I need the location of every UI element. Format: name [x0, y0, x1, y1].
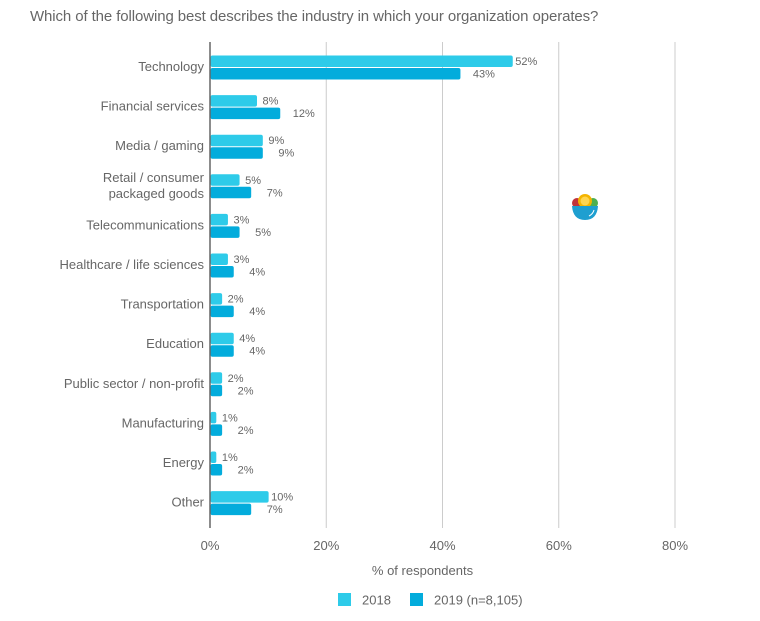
data-label: 2%	[228, 373, 244, 385]
x-tick-label: 60%	[546, 538, 572, 553]
data-label: 4%	[249, 267, 265, 279]
legend-label: 2018	[362, 593, 391, 608]
bar-2019	[210, 305, 234, 318]
data-label: 2%	[238, 385, 254, 397]
data-label: 9%	[268, 135, 284, 147]
bar-2018	[210, 95, 257, 107]
data-label: 4%	[249, 306, 265, 318]
bar-2019	[210, 384, 223, 397]
legend: 2018 2019 (n=8,105)	[338, 593, 523, 608]
bar-2019	[210, 226, 240, 238]
bar-2019	[210, 266, 234, 278]
legend-swatch	[338, 593, 351, 606]
bar-2019	[210, 345, 234, 357]
bar-2018	[210, 253, 228, 265]
bar-2018	[210, 332, 234, 345]
bar-2019	[210, 424, 223, 436]
category-label: Financial services	[101, 99, 205, 114]
category-label: Retail / consumer	[103, 170, 205, 185]
bar-2019	[210, 464, 223, 476]
bar-2018	[210, 372, 223, 384]
bar-2018	[210, 174, 240, 186]
bar-2019	[210, 107, 281, 120]
data-label: 52%	[515, 56, 537, 68]
bar-2019	[210, 68, 461, 80]
data-label: 3%	[233, 214, 249, 226]
x-tick-label: 20%	[313, 538, 339, 553]
chart-title: Which of the following best describes th…	[30, 8, 599, 25]
data-label: 5%	[245, 175, 261, 187]
category-label: Technology	[138, 59, 204, 74]
data-label: 12%	[293, 108, 315, 120]
category-label: Energy	[163, 455, 205, 470]
bar-2018	[210, 293, 223, 305]
category-label: Manufacturing	[122, 415, 204, 430]
data-label: 1%	[222, 452, 238, 464]
category-label: Public sector / non-profit	[64, 376, 205, 391]
category-label: Media / gaming	[115, 138, 204, 153]
data-label: 4%	[239, 333, 255, 345]
category-label: Other	[171, 495, 204, 510]
x-tick-label: 0%	[201, 538, 220, 553]
data-label: 9%	[278, 148, 294, 160]
data-label: 3%	[233, 254, 249, 266]
x-tick-label: 80%	[662, 538, 688, 553]
data-label: 8%	[263, 96, 279, 108]
bar-2018	[210, 55, 513, 67]
category-label: Healthcare / life sciences	[59, 257, 204, 272]
data-label: 7%	[267, 187, 283, 199]
data-label: 43%	[473, 69, 495, 81]
data-label: 2%	[238, 465, 254, 477]
legend-label: 2019 (n=8,105)	[434, 593, 523, 608]
category-label: Education	[146, 336, 204, 351]
x-axis-title: % of respondents	[372, 563, 474, 578]
data-label: 1%	[222, 412, 238, 424]
data-label: 5%	[255, 227, 271, 239]
bars	[210, 55, 513, 516]
category-label: Transportation	[121, 297, 204, 312]
bar-2019	[210, 503, 252, 516]
legend-swatch	[410, 593, 423, 606]
bar-2019	[210, 186, 252, 199]
data-label: 7%	[267, 504, 283, 516]
x-tick-label: 40%	[429, 538, 455, 553]
data-label: 10%	[271, 492, 293, 504]
data-label: 4%	[249, 346, 265, 358]
bar-2018	[210, 213, 228, 226]
category-label: packaged goods	[109, 186, 205, 201]
bar-2018	[210, 134, 263, 147]
bar-2018	[210, 411, 217, 424]
bar-2019	[210, 147, 263, 159]
data-label: 2%	[228, 294, 244, 306]
bar-2018	[210, 491, 269, 503]
labels: Technology 52% 43% Financial services 8% 12% M…	[59, 56, 537, 516]
gridlines	[325, 42, 676, 528]
bar-2018	[210, 451, 217, 463]
category-label: Telecommunications	[86, 217, 204, 232]
data-label: 2%	[238, 425, 254, 437]
fruit-bowl-icon	[572, 194, 598, 220]
axes: 0% 20% 40% 60% 80% % of respondents	[201, 42, 688, 578]
